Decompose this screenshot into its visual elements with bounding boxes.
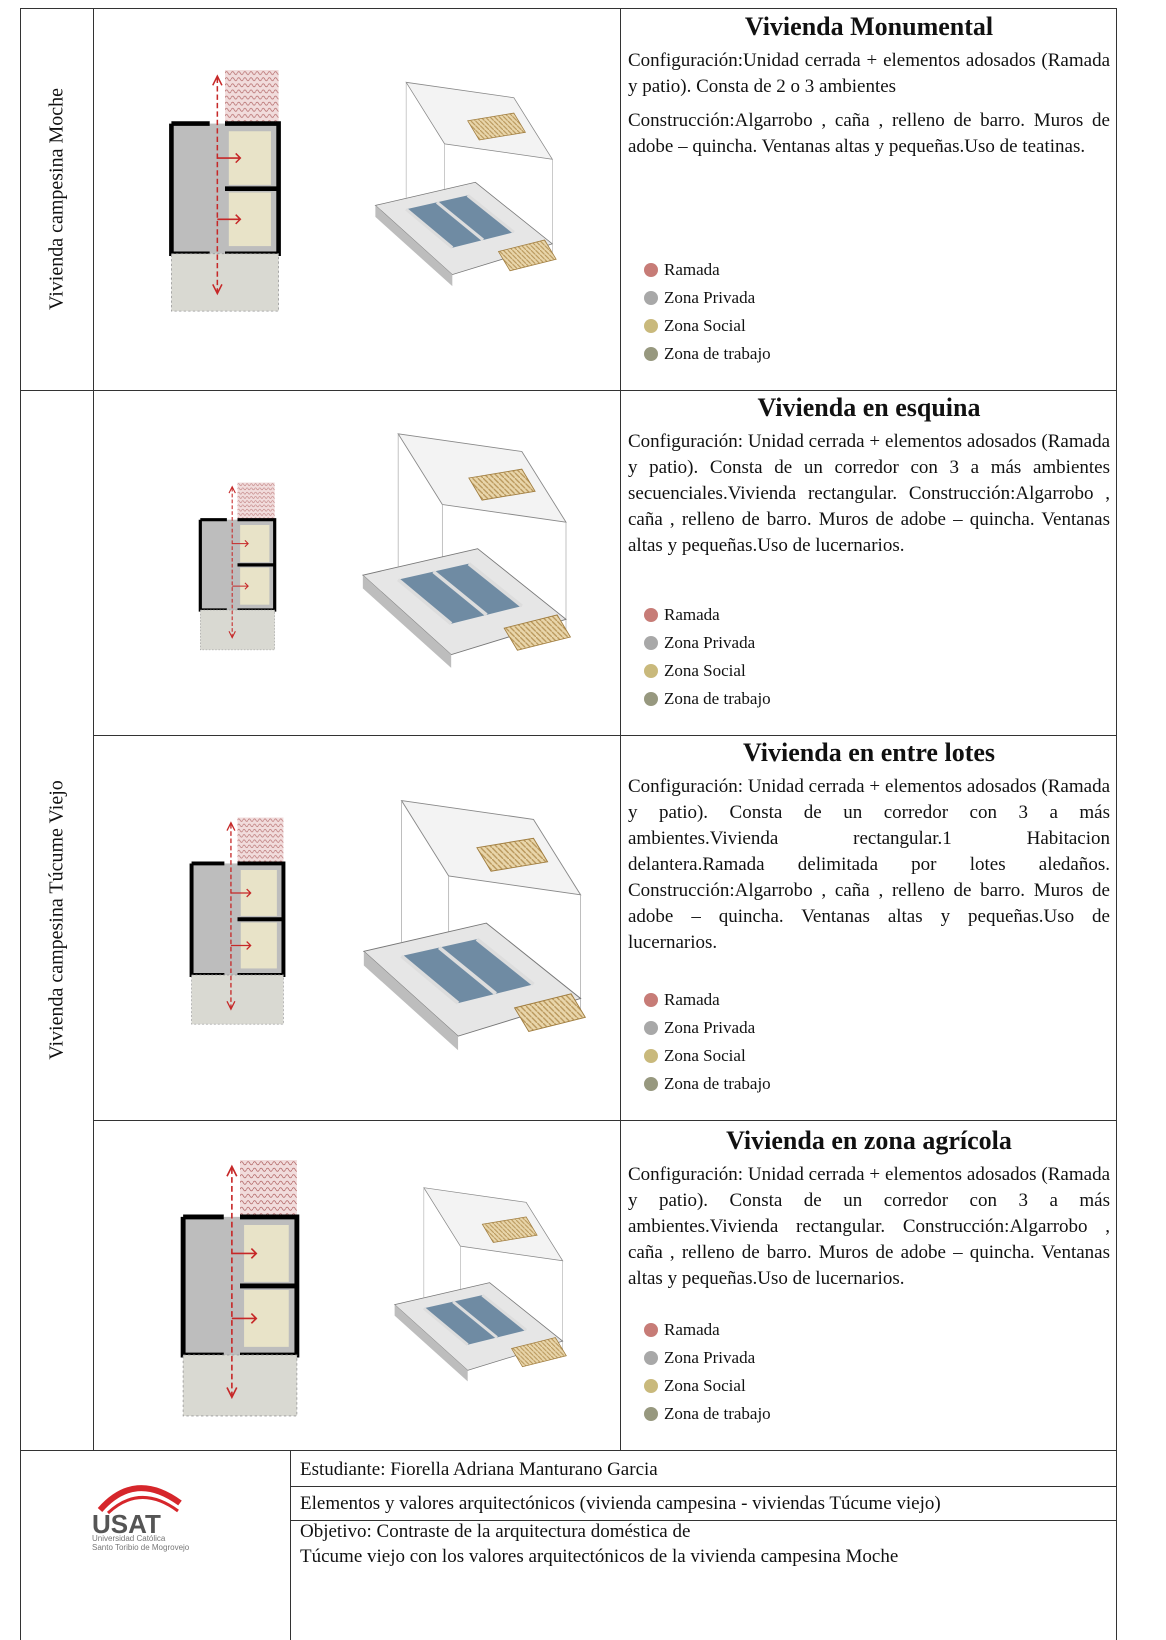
footer-line: Elementos y valores arquitectónicos (viv… (300, 1493, 941, 1514)
legend-item: Ramada (644, 256, 771, 284)
legend-label: Zona Privada (664, 1018, 756, 1037)
paragraph: Configuración: Unidad cerrada + elemento… (628, 1164, 1110, 1289)
paragraph: Construcción:Algarrobo , caña , relleno … (628, 110, 1110, 157)
border (93, 8, 94, 1450)
legend-label: Zona Social (664, 1376, 746, 1395)
legend-label: Zona de trabajo (664, 1074, 771, 1093)
legend-dot (644, 291, 658, 305)
footer-line: Objetivo: Contraste de la arquitectura d… (300, 1521, 691, 1542)
floor-plan (150, 70, 300, 315)
legend-label: Ramada (664, 605, 720, 624)
border (20, 1450, 1117, 1451)
floor-plan (195, 420, 280, 715)
legend-item: Zona Privada (644, 629, 771, 657)
row-label: Vivienda campesina Moche (45, 87, 68, 311)
legend-dot (644, 263, 658, 277)
legend-dot (644, 1351, 658, 1365)
isometric (392, 1185, 569, 1384)
legend-label: Zona Privada (664, 633, 756, 652)
legend-dot (644, 319, 658, 333)
paragraph: Configuración:Unidad cerrada + elementos… (628, 50, 1110, 97)
legend-label: Ramada (664, 260, 720, 279)
legend-item: Zona Privada (644, 284, 771, 312)
legend-dot (644, 347, 658, 361)
legend: Ramada Zona Privada Zona Social Zona de tra… (644, 1316, 771, 1428)
section-title: Vivienda Monumental (744, 12, 994, 41)
section-title: Vivienda en zona agrícola (726, 1126, 1012, 1155)
logo-subtitle-line: Universidad Católica (92, 1534, 166, 1543)
logo-name: USAT (92, 1509, 161, 1539)
legend-item: Zona Privada (644, 1014, 771, 1042)
legend-item: Zona de trabajo (644, 685, 771, 713)
legend-dot (644, 636, 658, 650)
border (93, 735, 1117, 736)
legend-item: Zona Social (644, 1372, 771, 1400)
legend-dot (644, 664, 658, 678)
floor-plan (185, 785, 290, 1060)
section: Vivienda Monumental Configuración:Unidad … (628, 12, 1110, 390)
legend-label: Zona Social (664, 661, 746, 680)
legend-label: Zona Social (664, 1046, 746, 1065)
border (20, 390, 1117, 391)
border (1116, 8, 1117, 1640)
section: Vivienda en entre lotes Configuración: Un… (628, 738, 1110, 1120)
footer-line: Túcume viejo con los valores arquitectón… (300, 1546, 899, 1567)
legend-label: Zona de trabajo (664, 344, 771, 363)
legend-item: Zona de trabajo (644, 340, 771, 368)
paragraph: Configuración: Unidad cerrada + elemento… (628, 431, 1110, 556)
border (20, 8, 1117, 9)
legend-label: Zona Privada (664, 1348, 756, 1367)
border (290, 1450, 291, 1640)
legend-item: Zona de trabajo (644, 1070, 771, 1098)
logo-subtitle: Universidad Católica Santo Toribio de Mo… (92, 1534, 189, 1552)
legend-item: Zona Social (644, 312, 771, 340)
legend-dot (644, 1077, 658, 1091)
footer-line: Estudiante: Fiorella Adriana Manturano G… (300, 1459, 658, 1480)
legend-item: Zona de trabajo (644, 1400, 771, 1428)
legend-item: Ramada (644, 601, 771, 629)
legend-label: Zona Privada (664, 288, 756, 307)
legend: Ramada Zona Privada Zona Social Zona de tra… (644, 986, 771, 1098)
legend-item: Zona Social (644, 1042, 771, 1070)
legend-label: Zona de trabajo (664, 689, 771, 708)
legend: Ramada Zona Privada Zona Social Zona de tra… (644, 601, 771, 713)
floor-plan (175, 1150, 305, 1430)
section: Vivienda en zona agrícola Configuración: … (628, 1126, 1110, 1450)
border (620, 8, 621, 1450)
section-title: Vivienda en esquina (757, 393, 981, 422)
legend-item: Ramada (644, 986, 771, 1014)
legend-dot (644, 608, 658, 622)
section: Vivienda en esquina Configuración: Unidad… (628, 393, 1110, 735)
legend-label: Ramada (664, 1320, 720, 1339)
legend-dot (644, 1021, 658, 1035)
legend-dot (644, 1407, 658, 1421)
legend-dot (644, 1323, 658, 1337)
logo: USAT (92, 1485, 182, 1539)
legend: Ramada Zona Privada Zona Social Zona de tra… (644, 256, 771, 368)
border (20, 8, 21, 1640)
legend-dot (644, 692, 658, 706)
section-title: Vivienda en entre lotes (742, 738, 996, 767)
isometric (361, 798, 588, 1053)
border (290, 1486, 1117, 1487)
legend-dot (644, 1049, 658, 1063)
legend-item: Ramada (644, 1316, 771, 1344)
legend-dot (644, 1379, 658, 1393)
legend-item: Zona Privada (644, 1344, 771, 1372)
paragraph: Configuración: Unidad cerrada + elemento… (628, 776, 1110, 953)
isometric (360, 25, 560, 355)
border (93, 1120, 1117, 1121)
row-label: Vivienda campesina Túcume Viejo (45, 780, 68, 1060)
legend-label: Zona de trabajo (664, 1404, 771, 1423)
legend-label: Zona Social (664, 316, 746, 335)
border (290, 1520, 1117, 1521)
legend-label: Ramada (664, 990, 720, 1009)
logo-subtitle-line: Santo Toribio de Mogrovejo (92, 1543, 190, 1552)
legend-dot (644, 993, 658, 1007)
legend-item: Zona Social (644, 657, 771, 685)
isometric (360, 431, 573, 670)
